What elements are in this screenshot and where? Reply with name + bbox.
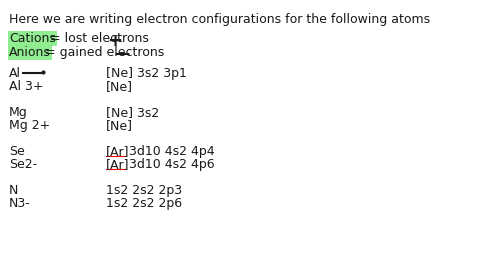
Text: Here we are writing electron configurations for the following atoms: Here we are writing electron configurati… — [9, 13, 430, 26]
Text: 1s2 2s2 2p3: 1s2 2s2 2p3 — [106, 184, 182, 197]
Text: [Ar]: [Ar] — [106, 158, 129, 171]
Text: [Ne]: [Ne] — [106, 80, 133, 93]
Text: Se2-: Se2- — [9, 158, 37, 171]
Text: [Ne] 3s2 3p1: [Ne] 3s2 3p1 — [106, 67, 187, 80]
Text: Cations: Cations — [9, 32, 56, 45]
Text: = gained electrons: = gained electrons — [41, 46, 165, 59]
Text: [Ne]: [Ne] — [106, 119, 133, 132]
Text: 1s2 2s2 2p6: 1s2 2s2 2p6 — [106, 197, 182, 210]
Text: +: + — [108, 32, 122, 50]
Text: Se: Se — [9, 145, 24, 158]
Text: N3-: N3- — [9, 197, 31, 210]
Text: Al: Al — [9, 67, 21, 80]
Text: Mg: Mg — [9, 106, 27, 119]
Text: —: — — [114, 46, 129, 61]
Text: 3d10 4s2 4p4: 3d10 4s2 4p4 — [125, 145, 215, 158]
Text: [Ne] 3s2: [Ne] 3s2 — [106, 106, 159, 119]
Text: [Ar]: [Ar] — [106, 145, 129, 158]
Text: N: N — [9, 184, 18, 197]
Text: Anions: Anions — [9, 46, 51, 59]
Text: 3d10 4s2 4p6: 3d10 4s2 4p6 — [125, 158, 215, 171]
Text: Mg 2+: Mg 2+ — [9, 119, 50, 132]
Text: Al 3+: Al 3+ — [9, 80, 43, 93]
Text: = lost electrons: = lost electrons — [46, 32, 149, 45]
